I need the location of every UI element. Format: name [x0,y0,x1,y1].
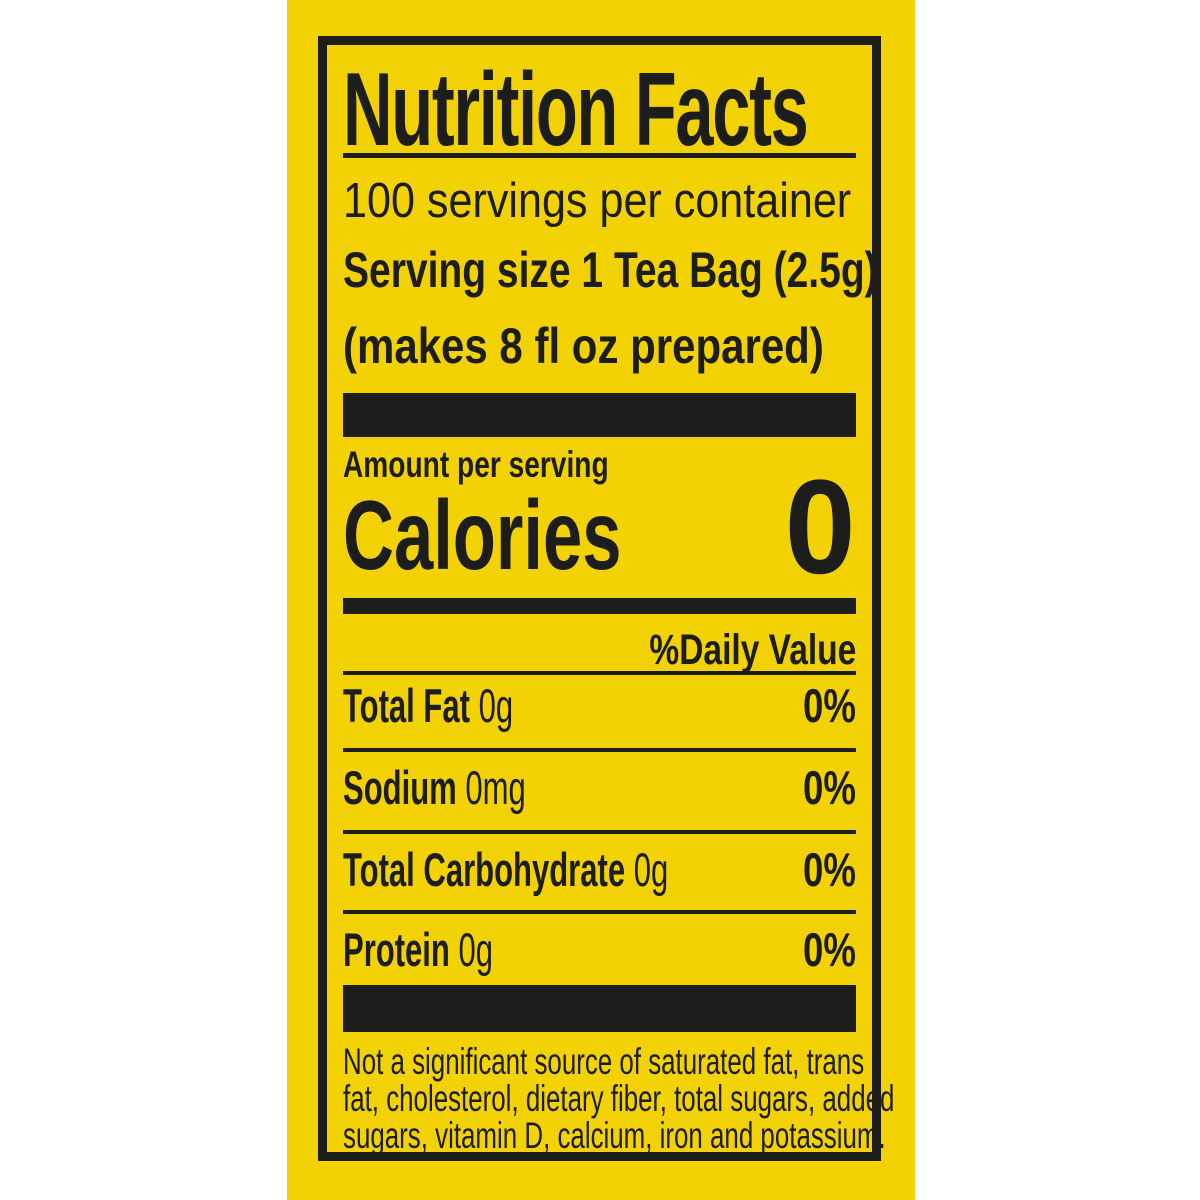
nutrient-rule [343,748,856,752]
nutrient-rule [343,910,856,914]
nutrient-name: Protein [343,923,450,976]
footnote-line: sugars, vitamin D, calcium, iron and pot… [343,1115,886,1156]
servings-per-container: 100 servings per container [343,174,852,228]
nutrient-daily-value: 0% [803,843,856,896]
calories-separator-bar [343,598,856,614]
calories-value: 0 [785,453,856,602]
nutrition-facts-title: Nutrition Facts [343,52,809,168]
amount-per-serving-label: Amount per serving [343,444,609,485]
nutrient-row-total-carbohydrate: Total Carbohydrate 0g 0% [343,843,856,897]
nutrient-name: Total Carbohydrate [343,843,626,896]
serving-size-note: (makes 8 fl oz prepared) [343,318,824,374]
nutrient-row-total-fat: Total Fat 0g 0% [343,679,856,733]
title-rule [343,153,856,158]
footnote-line: fat, cholesterol, dietary fiber, total s… [343,1078,895,1119]
calories-label: Calories [343,480,622,590]
calories-row: Calories 0 [343,461,856,595]
serving-size: Serving size 1 Tea Bag (2.5g) [343,242,878,298]
nutrient-rule [343,830,856,834]
footnote-line: Not a significant source of saturated fa… [343,1041,865,1082]
nutrient-daily-value: 0% [803,923,856,976]
daily-value-header: %Daily Value [649,626,856,674]
daily-value-rule [343,671,856,675]
separator-bar-bottom [343,985,856,1032]
nutrition-facts-content: Nutrition Facts 100 servings per contain… [343,45,895,1156]
nutrient-amount: 0g [458,923,493,976]
separator-bar-top [343,393,856,437]
nutrient-name: Sodium [343,761,457,814]
nutrient-amount: 0g [633,843,669,896]
nutrient-row-sodium: Sodium 0mg 0% [343,761,856,815]
nutrient-amount: 0mg [465,761,526,814]
nutrient-amount: 0g [478,679,514,732]
nutrient-daily-value: 0% [803,679,856,732]
nutrition-facts-box: Nutrition Facts 100 servings per contain… [318,36,895,1161]
nutrient-name: Total Fat [343,679,470,732]
nutrient-daily-value: 0% [803,761,856,814]
nutrient-row-protein: Protein 0g 0% [343,923,856,977]
nutrition-label-panel: Nutrition Facts 100 servings per contain… [287,0,915,1200]
